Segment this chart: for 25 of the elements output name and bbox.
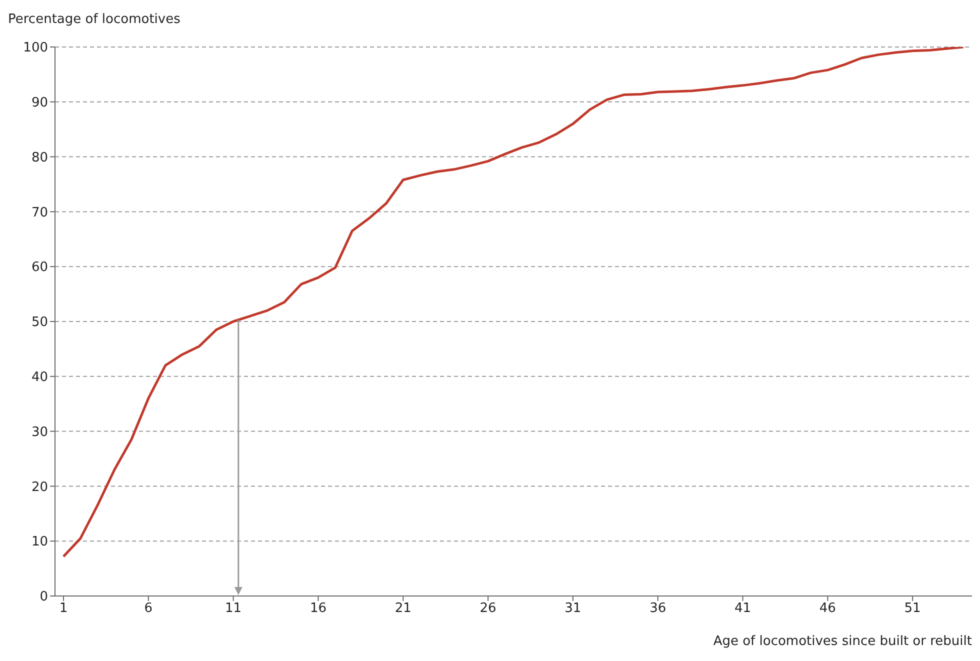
x-tick-label: 16 [310,601,326,616]
x-tick-label: 11 [225,601,242,616]
y-tick-label: 20 [31,480,48,495]
x-tick-label: 51 [904,601,921,616]
y-tick-label: 30 [31,424,48,440]
y-tick-label: 80 [31,150,48,166]
x-tick-label: 31 [564,601,582,616]
y-tick-label: 0 [40,590,48,605]
y-tick-label: 60 [31,260,48,276]
x-tick-label: 26 [480,601,496,616]
x-tick-label: 1 [59,601,68,616]
x-axis-title: Age of locomotives since built or rebuilt [713,634,972,649]
y-tick-label: 40 [31,370,48,386]
y-axis-title: Percentage of locomotives [8,12,180,27]
x-tick-label: 41 [734,601,752,616]
y-tick-label: 50 [31,315,48,330]
y-tick-label: 70 [31,205,48,220]
line-series [62,47,965,558]
x-tick-label: 36 [650,601,666,616]
y-tick-label: 100 [23,40,48,56]
y-tick-label: 10 [31,534,48,550]
y-tick-label: 90 [31,96,48,111]
x-tick-label: 21 [394,601,412,616]
x-tick-label: 6 [144,601,153,616]
x-tick-label: 46 [819,601,836,616]
